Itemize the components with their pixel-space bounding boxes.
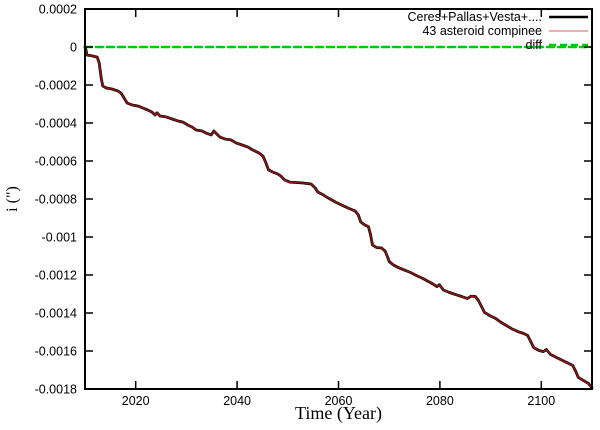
x-tick-label: 2040 [223,394,251,408]
legend-entry-label: diff [526,38,543,52]
y-axis-title: i (") [4,186,21,212]
series-line-1 [84,46,593,389]
y-tick-label: -0.0002 [35,79,77,93]
y-tick-label: -0.0008 [35,193,77,207]
y-tick-label: -0.0012 [35,269,77,283]
x-tick-label: 2080 [426,394,454,408]
series-line-0 [83,45,594,390]
y-tick-label: -0.001 [42,231,77,245]
y-tick-label: -0.0006 [35,155,77,169]
x-axis-title: Time (Year) [294,403,382,423]
y-tick-label: -0.0004 [35,117,77,131]
y-tick-label: -0.0014 [35,307,77,321]
x-tick-label: 2020 [122,394,150,408]
x-tick-label: 2060 [325,394,353,408]
legend-entry-label: 43 asteroid compinee [422,24,542,38]
y-tick-label: -0.0018 [35,383,77,397]
legend-entry-label: Ceres+Pallas+Vesta+.... [408,10,542,24]
y-tick-label: 0 [70,41,77,55]
x-tick-label: 2100 [527,394,555,408]
y-tick-label: -0.0016 [35,345,77,359]
y-tick-label: 0.0002 [39,3,77,17]
